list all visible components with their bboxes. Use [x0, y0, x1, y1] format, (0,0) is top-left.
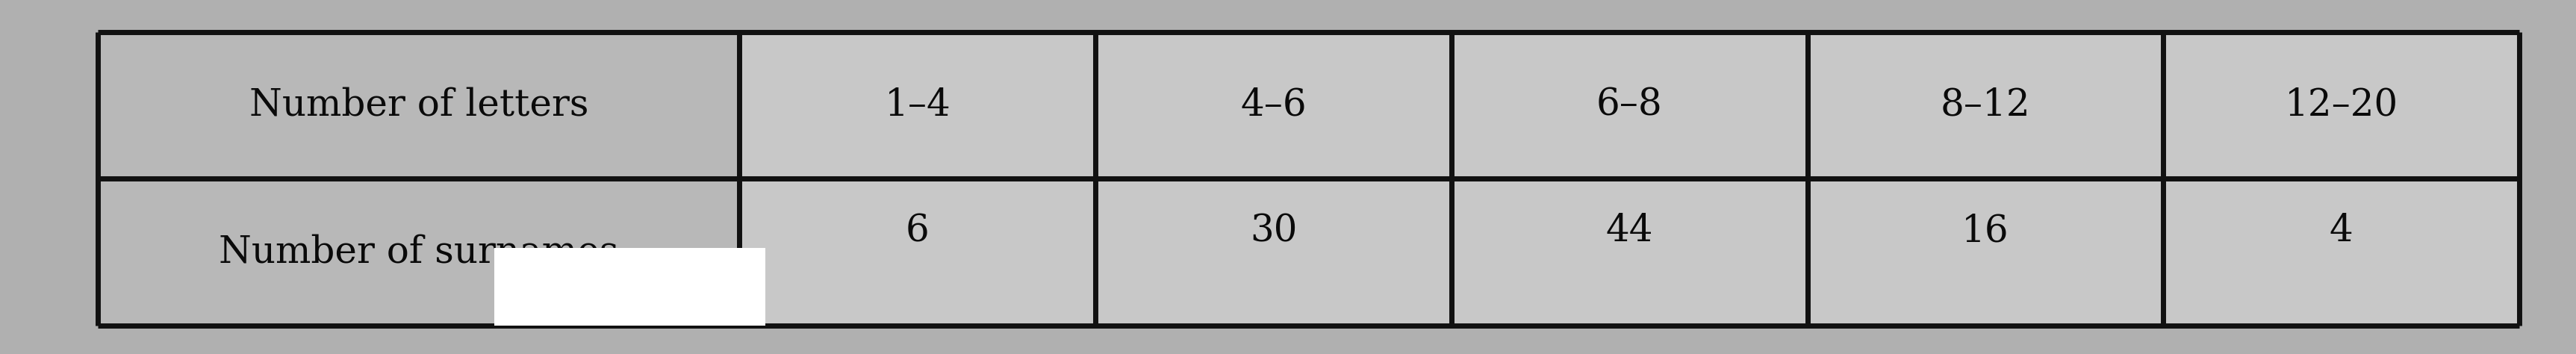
Bar	[1095, 179, 1450, 326]
Text: 1–4: 1–4	[884, 87, 951, 124]
Text: 4: 4	[2329, 212, 2354, 250]
Bar	[2164, 179, 2519, 326]
Bar	[2164, 32, 2519, 179]
Bar	[739, 179, 1095, 326]
Bar	[1450, 179, 1808, 326]
Bar	[495, 248, 765, 326]
Bar	[1095, 32, 1450, 179]
Bar	[1808, 179, 2164, 326]
Text: Number of letters: Number of letters	[250, 87, 587, 124]
Bar	[739, 32, 1095, 179]
Bar	[1450, 32, 1808, 179]
Text: 6: 6	[907, 212, 930, 250]
Text: 4–6: 4–6	[1242, 87, 1306, 124]
Bar	[1808, 32, 2164, 179]
Text: 8–12: 8–12	[1940, 87, 2030, 124]
Bar	[98, 179, 739, 326]
Text: 30: 30	[1249, 212, 1298, 250]
Text: 6–8: 6–8	[1597, 87, 1662, 124]
Text: Number of surnames: Number of surnames	[219, 234, 618, 271]
Text: 12–20: 12–20	[2285, 87, 2398, 124]
Bar	[98, 32, 739, 179]
Text: 44: 44	[1605, 212, 1654, 250]
Text: 16: 16	[1963, 212, 2009, 250]
